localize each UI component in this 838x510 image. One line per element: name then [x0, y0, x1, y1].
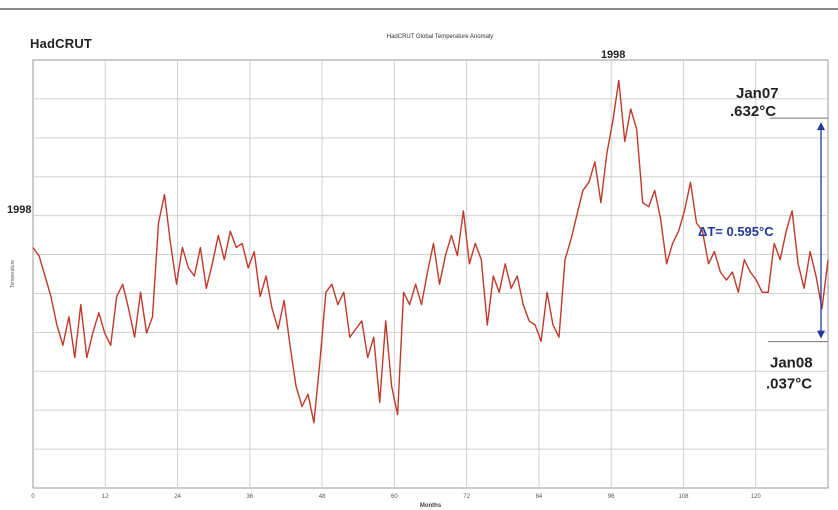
x-tick-label: 12 — [102, 494, 109, 500]
annotation-jan07-value: .632°C — [730, 103, 776, 120]
x-tick-label: 108 — [678, 494, 689, 500]
plot-frame — [32, 59, 829, 489]
x-tick-label: 84 — [536, 494, 543, 500]
x-tick-label: 120 — [751, 494, 762, 500]
annotation-delta-t: ΔT= 0.595°C — [698, 224, 774, 239]
x-tick-label: 24 — [174, 494, 181, 500]
delta-arrow-head-down — [817, 330, 825, 339]
annotation-jan07-label: Jan07 — [736, 85, 779, 102]
x-axis-label: Months — [420, 503, 442, 509]
delta-arrow-head-up — [817, 122, 825, 131]
x-tick-label: 36 — [246, 494, 253, 500]
x-tick-label: 48 — [319, 494, 326, 500]
series-line-temperature — [32, 79, 829, 424]
x-tick-label: 60 — [391, 494, 398, 500]
annotation-1998-start: 1998 — [7, 204, 31, 216]
y-axis-label: Temperature — [10, 260, 16, 288]
annotation-jan08-label: Jan08 — [770, 355, 813, 372]
source-label: HadCRUT — [30, 36, 93, 51]
annotation-1998-peak: 1998 — [601, 49, 625, 61]
top-border-line — [0, 8, 838, 10]
x-tick-label: 0 — [31, 494, 35, 500]
x-tick-label: 72 — [463, 494, 470, 500]
chart-title: HadCRUT Global Temperature Anomaly — [386, 34, 494, 40]
annotation-jan08-value: .037°C — [766, 376, 812, 393]
x-tick-label: 96 — [608, 494, 615, 500]
